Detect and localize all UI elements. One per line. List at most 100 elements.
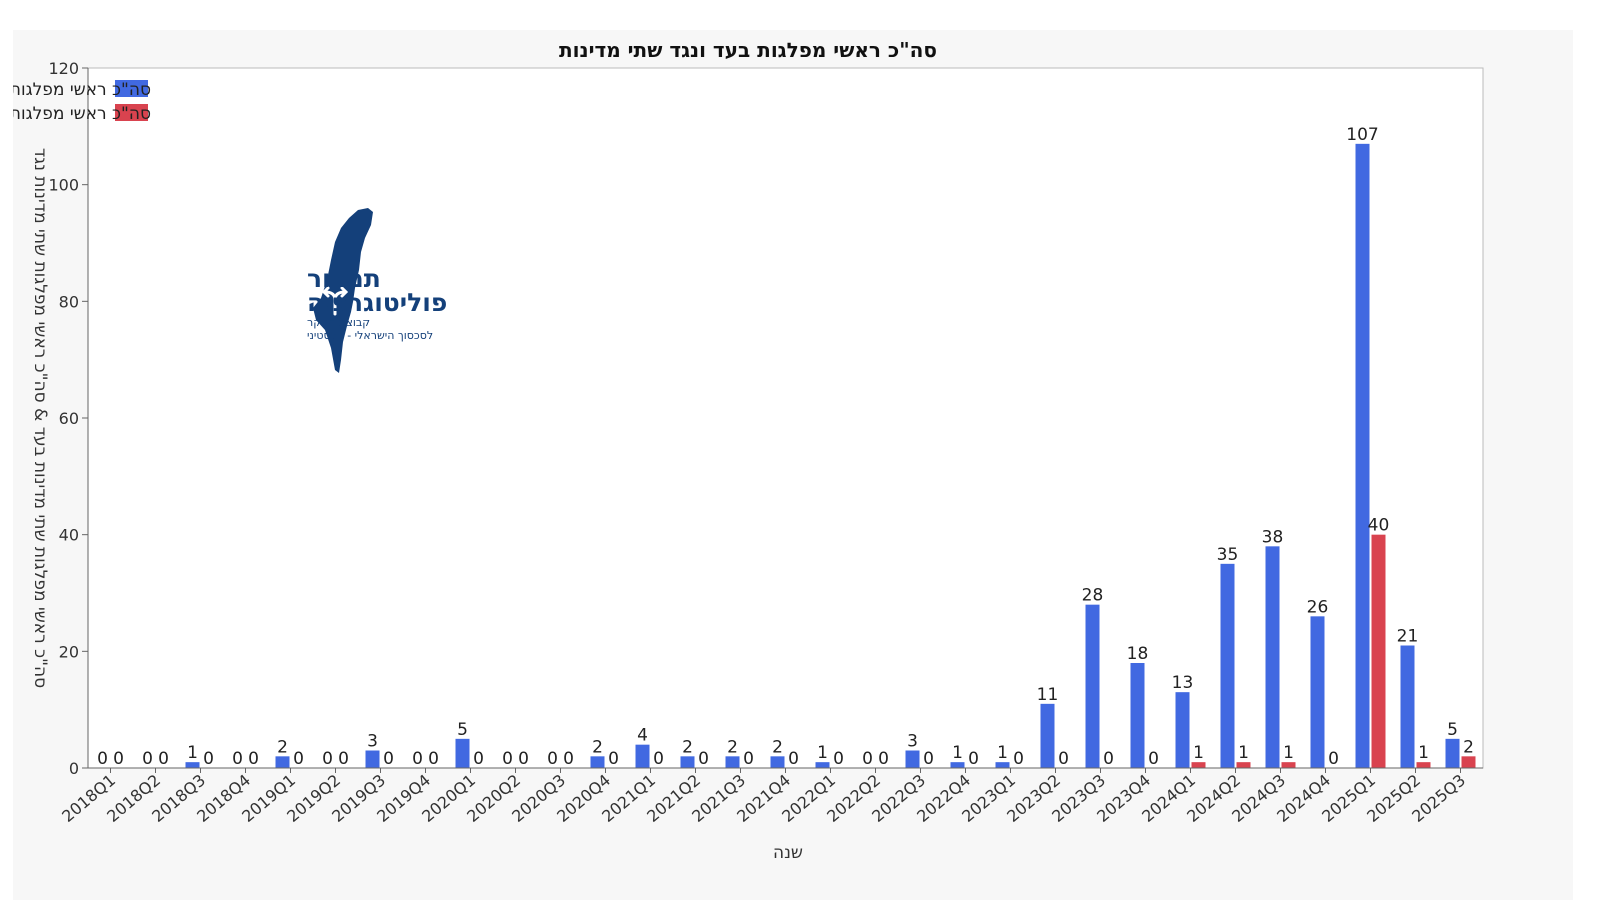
data-label-against: 0: [518, 749, 529, 769]
data-label-against: 0: [473, 749, 484, 769]
y-tick-label: 40: [59, 526, 79, 545]
bar-for: [1400, 645, 1415, 768]
bar-for: [1445, 738, 1460, 768]
data-label-against: 0: [248, 749, 259, 769]
bar-for: [275, 756, 290, 768]
data-label-for: 5: [457, 720, 468, 740]
data-label-for: 1: [187, 743, 198, 763]
data-label-for: 26: [1307, 597, 1329, 617]
bar-for: [770, 756, 785, 768]
y-tick-label: 100: [48, 176, 79, 195]
data-label-against: 0: [293, 749, 304, 769]
bar-for: [635, 744, 650, 768]
data-label-for: 0: [547, 749, 558, 769]
y-axis: 0 20 40 60 80 100 120: [48, 59, 89, 778]
data-label-for: 38: [1262, 527, 1284, 547]
bar-against: [1191, 762, 1206, 768]
bar-for: [1310, 616, 1325, 768]
bar-for: [365, 750, 380, 768]
data-label-against: 0: [788, 749, 799, 769]
data-label-against: 0: [1058, 749, 1069, 769]
data-label-against: 40: [1368, 516, 1390, 536]
bar-for: [725, 756, 740, 768]
data-label-for: 1: [817, 743, 828, 763]
road-sign-icon: [321, 286, 349, 316]
data-label-for: 28: [1082, 586, 1104, 606]
data-label-against: 1: [1418, 743, 1429, 763]
data-label-for: 0: [232, 749, 243, 769]
legend: סה"כ ראשי מפלגות שתי מדינות בעד סה"כ ראש…: [13, 80, 151, 124]
data-label-for: 107: [1346, 125, 1378, 145]
plot-area: [87, 67, 1484, 769]
data-label-for: 3: [367, 732, 378, 752]
data-label-for: 2: [727, 737, 738, 757]
data-label-against: 1: [1193, 743, 1204, 763]
data-label-against: 0: [698, 749, 709, 769]
data-label-for: 4: [637, 726, 648, 746]
data-label-for: 3: [907, 732, 918, 752]
legend-label-for: סה"כ ראשי מפלגות שתי מדינות בעד: [13, 80, 151, 100]
data-label-against: 0: [878, 749, 889, 769]
bar-for: [1175, 692, 1190, 768]
data-label-for: 1: [952, 743, 963, 763]
bar-against: [1236, 762, 1251, 768]
bar-for: [1355, 143, 1370, 768]
chart-frame: סה"כ ראשי מפלגות בעד ונגד שתי מדינות שנה…: [13, 30, 1573, 900]
logo: תמרור פוליטוגרפיה קבוצת מחקר לסכסוך הישר…: [307, 208, 447, 373]
data-label-against: 0: [113, 749, 124, 769]
bar-for: [995, 762, 1010, 768]
logo-title-line1: תמרור: [307, 264, 381, 293]
y-tick-label: 80: [59, 292, 79, 311]
logo-subtitle-line1: קבוצת מחקר: [307, 316, 370, 329]
bar-chart: סה"כ ראשי מפלגות בעד ונגד שתי מדינות שנה…: [13, 38, 1484, 863]
bar-for: [950, 762, 965, 768]
bar-for: [1130, 663, 1145, 768]
legend-swatch-for: [115, 80, 148, 97]
data-label-against: 0: [608, 749, 619, 769]
bar-for: [1220, 563, 1235, 768]
data-label-for: 21: [1397, 627, 1419, 647]
bar-for: [1085, 604, 1100, 768]
data-label-for: 2: [682, 737, 693, 757]
data-label-for: 0: [502, 749, 513, 769]
bar-against: [1416, 762, 1431, 768]
data-label-for: 0: [862, 749, 873, 769]
bar-for: [815, 762, 830, 768]
bar-for: [590, 756, 605, 768]
data-label-against: 0: [833, 749, 844, 769]
data-label-against: 0: [743, 749, 754, 769]
bar-against: [1371, 534, 1386, 768]
data-label-for: 0: [97, 749, 108, 769]
bar-against: [1461, 756, 1476, 768]
legend-swatch-against: [115, 104, 148, 121]
data-label-against: 0: [1148, 749, 1159, 769]
logo-title-line2: פוליטוגרפיה: [307, 288, 447, 317]
data-label-against: 0: [923, 749, 934, 769]
y-tick-label: 60: [59, 409, 79, 428]
data-label-for: 13: [1172, 673, 1194, 693]
bar-for: [905, 750, 920, 768]
y-axis-title: סה"כ ראשי מפלגות שתי מדינות בעד & סה"כ ר…: [30, 148, 50, 688]
bar-against: [1281, 762, 1296, 768]
data-label-against: 1: [1238, 743, 1249, 763]
data-label-against: 0: [383, 749, 394, 769]
data-label-for: 11: [1037, 685, 1059, 705]
x-axis-title: שנה: [773, 843, 803, 863]
data-label-for: 35: [1217, 545, 1239, 565]
bar-for: [185, 762, 200, 768]
data-label-against: 0: [1328, 749, 1339, 769]
data-label-against: 1: [1283, 743, 1294, 763]
chart-title: סה"כ ראשי מפלגות בעד ונגד שתי מדינות: [559, 38, 937, 62]
data-label-for: 18: [1127, 644, 1149, 664]
data-label-for: 2: [772, 737, 783, 757]
data-label-against: 2: [1463, 737, 1474, 757]
legend-label-against: סה"כ ראשי מפלגות שתי מדינות נגד: [13, 104, 151, 124]
data-label-for: 2: [277, 737, 288, 757]
data-label-against: 0: [158, 749, 169, 769]
data-label-for: 5: [1447, 720, 1458, 740]
bar-for: [1265, 546, 1280, 768]
data-label-against: 0: [203, 749, 214, 769]
data-label-for: 0: [142, 749, 153, 769]
data-label-against: 0: [1013, 749, 1024, 769]
